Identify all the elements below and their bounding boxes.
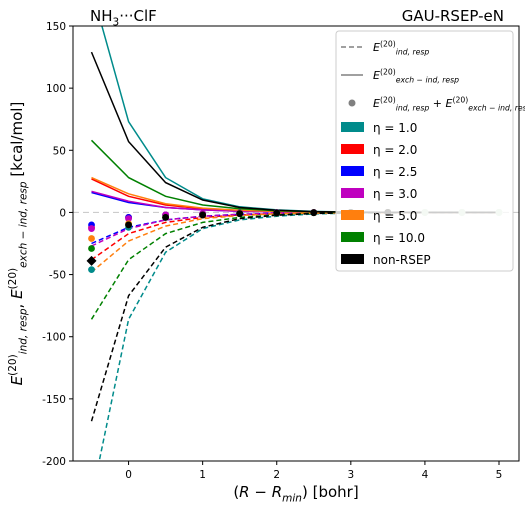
legend-series-label: η = 10.0 bbox=[373, 231, 425, 245]
x-tick-label: 4 bbox=[422, 469, 429, 481]
legend-label-sum: E(20)ind, resp + E(20)exch − ind, resp bbox=[373, 96, 525, 113]
y-tick-label: -200 bbox=[42, 456, 66, 468]
x-tick-label: 3 bbox=[347, 469, 354, 481]
legend-series-label: non-RSEP bbox=[373, 253, 431, 267]
legend-color-patch bbox=[341, 122, 364, 132]
y-tick-label: -150 bbox=[42, 394, 66, 406]
legend-color-patch bbox=[341, 188, 364, 198]
chart-title-right: GAU-RSEP-eN bbox=[402, 7, 504, 25]
sum-marker bbox=[310, 209, 318, 217]
sum-marker bbox=[88, 266, 95, 273]
x-tick-label: 1 bbox=[199, 469, 206, 481]
y-tick-label: 50 bbox=[53, 145, 66, 157]
sum-marker bbox=[88, 235, 95, 242]
sum-marker bbox=[88, 245, 95, 252]
sum-marker bbox=[125, 215, 132, 223]
chart-title-left: NH3···ClF bbox=[90, 7, 157, 29]
legend-label-ind: E(20)ind, resp bbox=[373, 40, 429, 57]
sum-marker bbox=[199, 211, 207, 219]
x-tick-label: 2 bbox=[273, 469, 280, 481]
legend-series-label: η = 2.0 bbox=[373, 143, 417, 157]
sum-marker bbox=[86, 255, 97, 266]
legend-series-label: η = 1.0 bbox=[373, 121, 417, 135]
y-tick-label: -100 bbox=[42, 332, 66, 344]
y-tick-label: 100 bbox=[46, 83, 66, 95]
legend-color-patch bbox=[341, 210, 364, 220]
legend-color-patch bbox=[341, 232, 364, 242]
sum-marker bbox=[88, 225, 95, 232]
legend-marker-swatch bbox=[348, 99, 356, 107]
legend-label-exch-ind: E(20)exch − ind, resp bbox=[373, 68, 459, 85]
x-axis-label: (R − Rmin) [bohr] bbox=[233, 483, 358, 505]
legend-box bbox=[335, 30, 514, 272]
legend-series-label: η = 2.5 bbox=[373, 165, 417, 179]
x-tick-label: 0 bbox=[125, 469, 132, 481]
legend-series-label: η = 3.0 bbox=[373, 187, 417, 201]
y-tick-label: 0 bbox=[59, 207, 66, 219]
sum-marker bbox=[162, 214, 170, 221]
legend-series-label: η = 5.0 bbox=[373, 209, 417, 223]
legend-color-patch bbox=[341, 166, 364, 176]
y-tick-label: -50 bbox=[49, 270, 66, 282]
sum-marker bbox=[236, 210, 244, 218]
x-tick-label: 5 bbox=[496, 469, 503, 481]
legend-color-patch bbox=[341, 254, 364, 264]
legend-color-patch bbox=[341, 144, 364, 154]
sum-marker bbox=[273, 209, 281, 217]
sum-marker bbox=[125, 221, 132, 229]
series-ind-line bbox=[90, 211, 499, 320]
plot-frame bbox=[72, 25, 520, 462]
y-tick-label: 150 bbox=[46, 21, 66, 33]
y-axis-label: E(20)ind, resp, E(20)exch − ind, resp [k… bbox=[7, 102, 30, 386]
